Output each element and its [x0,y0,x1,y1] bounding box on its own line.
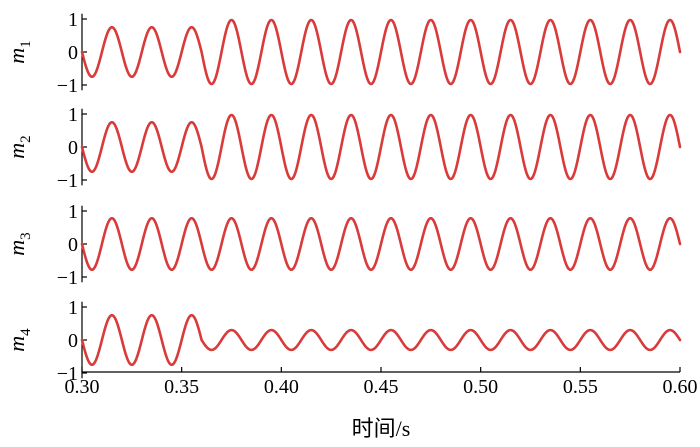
x-axis: 0.30 0.35 0.40 0.45 0.50 0.55 0.60 [65,367,698,398]
y-axis-label-1: m1 [4,40,34,63]
y-axis-label-main: m [4,48,29,64]
x-tick-label: 0.35 [164,376,199,398]
y-tick-label: 1 [68,9,78,31]
y-axis-label-main: m [4,240,29,256]
y-axis-label-sub: 3 [18,232,34,240]
y-axis-label-main: m [4,336,29,352]
series-line-4 [80,313,682,367]
y-tick-label: 0 [68,234,78,256]
y-tick-label: 0 [68,42,78,64]
x-tick-label: 0.45 [364,376,399,398]
y-tick-label: 1 [68,104,78,126]
x-axis-label: 时间/s [352,416,411,441]
y-tick-label: −1 [57,170,78,192]
y-tick-label: 1 [68,297,78,319]
y-tick-label: 1 [68,201,78,223]
panel-1: 10−1m1 [4,9,682,97]
panel-4: 1 0 −1 m4 [4,297,682,385]
y-tick-label: 0 [68,330,78,352]
panel-2: 1 0 −1 m2 [4,104,682,192]
series-line-2 [80,113,682,181]
x-tick-label: 0.30 [65,376,100,398]
x-tick-label: 0.50 [463,376,498,398]
series-line-3 [80,216,682,272]
series-line-1 [80,18,682,86]
y-axis-label-sub: 1 [18,40,34,48]
y-tick-label: 0 [68,137,78,159]
x-tick-label: 0.40 [264,376,299,398]
y-axis-label-2: m2 [4,135,34,158]
y-axis-label-sub: 2 [18,135,34,143]
x-tick-label: 0.55 [563,376,598,398]
y-axis-label-main: m [4,143,29,159]
y-tick-label: −1 [57,75,78,97]
y-tick-label: −1 [57,363,78,385]
y-axis-label-4: m4 [4,328,34,352]
y-axis-label-sub: 4 [18,328,34,336]
panel-3: 1 0 −1 m3 [4,201,682,289]
y-axis-label-3: m3 [4,232,34,255]
y-tick-label: −1 [57,267,78,289]
x-tick-label: 0.60 [663,376,698,398]
